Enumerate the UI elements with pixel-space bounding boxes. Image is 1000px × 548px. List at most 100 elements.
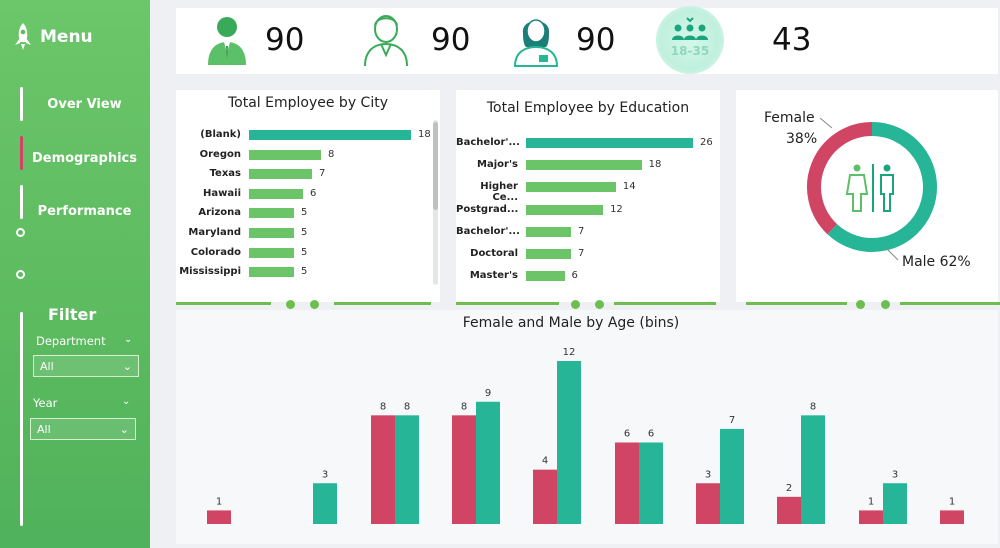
pager-dot[interactable]	[286, 300, 295, 309]
age-bar[interactable]	[801, 415, 825, 524]
year-select[interactable]: All ⌄	[30, 418, 136, 440]
nav-indicator	[20, 87, 23, 121]
chevron-down-icon[interactable]: ⌄	[122, 396, 131, 407]
pager-dot[interactable]	[595, 300, 604, 309]
bar[interactable]	[249, 228, 294, 238]
divider	[614, 302, 716, 305]
chevron-down-icon: ⌄	[119, 422, 129, 436]
bar-data-label: 7	[729, 415, 735, 426]
bar-data-label: 9	[485, 388, 491, 399]
bar-label: Master's	[469, 270, 518, 282]
age-range-label: 18-35	[670, 44, 710, 58]
chevron-down-icon[interactable]: ⌄	[124, 334, 133, 345]
sidebar: Menu Over View Demographics Performance …	[0, 0, 150, 548]
age-bar[interactable]	[883, 483, 907, 524]
age-bar[interactable]	[859, 510, 883, 524]
age-bar-chart: 1 3 8 8 8 9 4 12 6 6 3 7 2 8 1 3 1	[207, 347, 964, 525]
menu-header[interactable]: Menu	[12, 22, 93, 52]
divider	[456, 302, 559, 305]
chart-title: Total Employee by City	[228, 95, 388, 111]
age-bar[interactable]	[452, 415, 476, 524]
year-label: Year	[33, 396, 58, 410]
age-bar[interactable]	[720, 428, 744, 524]
bar-label: Maryland	[188, 227, 241, 238]
bar[interactable]	[526, 226, 571, 237]
pager-dot[interactable]	[571, 300, 580, 309]
age-bar[interactable]	[777, 496, 801, 524]
donut-slice-female[interactable]	[807, 122, 873, 235]
bar-label: Bachelor'...	[456, 225, 520, 237]
age-bar[interactable]	[615, 442, 639, 525]
gender-chart-card: Female 38% Male 62%	[736, 90, 998, 302]
bar-value: 5	[301, 207, 308, 219]
nav-indicator-active	[20, 136, 23, 170]
bar-value: 14	[622, 181, 636, 193]
kpi-value: 90	[576, 22, 616, 58]
pager-dot[interactable]	[856, 300, 865, 309]
bar-data-label: 8	[810, 401, 816, 412]
bar-label: Bachelor'...	[456, 137, 520, 148]
department-label: Department	[36, 334, 106, 348]
bar[interactable]	[249, 130, 411, 140]
bar[interactable]	[526, 271, 565, 282]
bar[interactable]	[526, 204, 604, 215]
bar[interactable]	[526, 138, 693, 148]
donut-slice-male[interactable]	[827, 122, 937, 252]
nav-over-view[interactable]: Over View	[47, 97, 122, 112]
bar-value: 6	[571, 270, 578, 282]
bar-data-label: 2	[786, 483, 792, 494]
bar-label: Hawaii	[203, 187, 241, 199]
pager-dot[interactable]	[881, 300, 890, 309]
education-chart-card: Total Employee by Education Bachelor'...…	[456, 90, 720, 302]
chart-title: Total Employee by Education	[486, 100, 690, 116]
bar[interactable]	[249, 188, 303, 199]
nav-demographics[interactable]: Demographics	[31, 151, 138, 166]
bar-data-label: 6	[648, 429, 654, 440]
department-select[interactable]: All ⌄	[33, 355, 139, 377]
age-bar[interactable]	[696, 483, 720, 524]
nav-performance[interactable]: Performance	[37, 204, 132, 219]
rocket-icon	[15, 23, 31, 50]
bar-label: Texas	[209, 168, 241, 180]
nav-indicator	[20, 185, 23, 219]
donut-percent-female: 38%	[786, 131, 817, 147]
age-bar[interactable]	[557, 361, 581, 524]
age-group-icon: 18-35	[656, 6, 724, 74]
bar[interactable]	[249, 267, 294, 278]
city-chart-card: Total Employee by City (Blank) 18 Oregon 8 T…	[176, 90, 440, 302]
bar-value: 5	[301, 246, 308, 258]
bar-label: Postgrad...	[456, 203, 519, 215]
bar-label: Oregon	[199, 148, 241, 160]
bar[interactable]	[526, 249, 571, 259]
age-bar[interactable]	[639, 442, 663, 525]
page-dot[interactable]	[16, 270, 25, 279]
kpi-strip: 90 90 90 18-35 43	[176, 6, 998, 74]
year-value: All	[37, 422, 51, 436]
filter-title: Filter	[48, 305, 97, 324]
bar[interactable]	[526, 182, 616, 193]
bar[interactable]	[249, 149, 321, 160]
bar-value: 7	[577, 225, 585, 237]
bar-label: Higher Ce...	[480, 181, 518, 204]
pager-dot[interactable]	[310, 300, 319, 309]
bar-value: 6	[310, 187, 317, 199]
bar-data-label: 3	[322, 469, 328, 480]
age-bar[interactable]	[371, 415, 395, 524]
age-bar[interactable]	[533, 469, 557, 524]
age-bar[interactable]	[313, 483, 337, 524]
bar-value: 26	[700, 137, 713, 148]
donut-leader-line	[885, 247, 899, 261]
scrollbar-thumb[interactable]	[433, 122, 438, 210]
bar[interactable]	[526, 160, 642, 171]
bar-label: (Blank)	[200, 129, 241, 140]
age-bar[interactable]	[476, 401, 500, 524]
divider	[334, 302, 431, 305]
bar-data-label: 4	[542, 456, 548, 467]
age-bar[interactable]	[940, 510, 964, 524]
age-bar[interactable]	[207, 510, 231, 524]
bar[interactable]	[249, 247, 294, 258]
page-dot[interactable]	[16, 228, 25, 237]
age-bar[interactable]	[395, 415, 419, 524]
bar[interactable]	[249, 169, 312, 180]
bar[interactable]	[249, 208, 294, 219]
